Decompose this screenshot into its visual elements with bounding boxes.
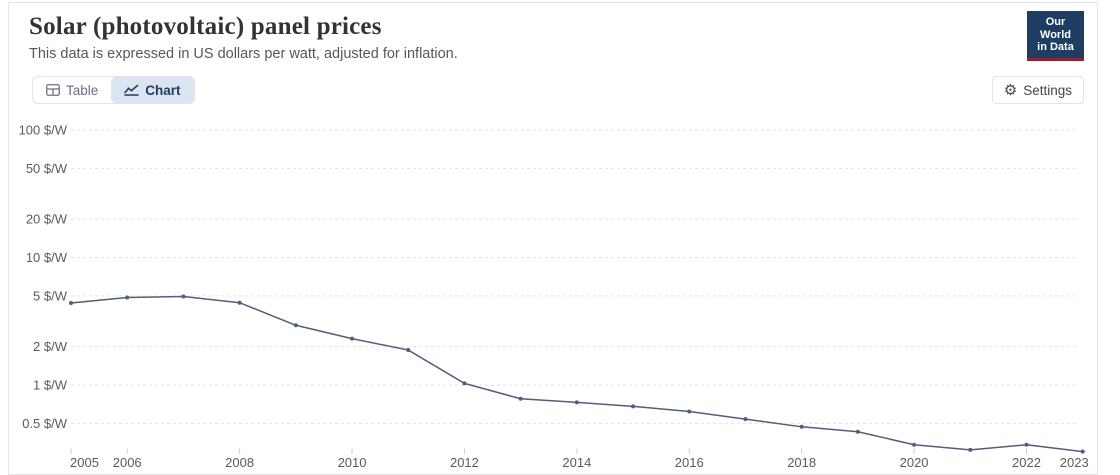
- x-axis-tick-label: 2016: [675, 455, 704, 470]
- data-point[interactable]: [350, 336, 355, 341]
- owid-logo-line2: in Data: [1037, 41, 1074, 53]
- price-line-series[interactable]: [70, 295, 1083, 453]
- grapher-frame: Solar (photovoltaic) panel prices This d…: [8, 2, 1098, 475]
- data-point[interactable]: [574, 400, 579, 405]
- tab-chart[interactable]: Chart: [111, 77, 194, 103]
- tab-table-label: Table: [66, 82, 99, 98]
- data-point[interactable]: [406, 348, 411, 353]
- owid-logo[interactable]: Our World in Data: [1027, 11, 1084, 61]
- x-axis-tick-label: 2022: [1012, 455, 1041, 470]
- tab-chart-label: Chart: [145, 82, 181, 98]
- data-point[interactable]: [518, 396, 523, 401]
- line-chart-icon: [124, 83, 140, 97]
- data-point[interactable]: [462, 381, 467, 386]
- y-axis-tick-label: 5 $/W: [33, 288, 68, 303]
- x-axis-tick-label: 2023: [1060, 455, 1089, 470]
- data-point[interactable]: [181, 294, 186, 299]
- x-axis-tick-label: 2020: [900, 455, 929, 470]
- settings-button[interactable]: ⚙ Settings: [991, 76, 1084, 104]
- y-axis-tick-label: 100 $/W: [19, 123, 68, 138]
- data-point[interactable]: [293, 323, 298, 328]
- data-point[interactable]: [237, 300, 242, 305]
- settings-button-label: Settings: [1023, 82, 1072, 98]
- data-point[interactable]: [855, 429, 860, 434]
- gear-icon: ⚙: [1003, 81, 1018, 99]
- x-axis-tick-label: 2010: [338, 455, 367, 470]
- x-axis-tick-label: 2012: [450, 455, 479, 470]
- data-point[interactable]: [631, 404, 636, 409]
- data-point[interactable]: [125, 295, 130, 300]
- chart-subtitle: This data is expressed in US dollars per…: [29, 46, 458, 62]
- owid-logo-line1: Our World: [1040, 16, 1071, 41]
- y-axis-tick-label: 20 $/W: [26, 212, 68, 227]
- x-axis-tick-label: 2006: [113, 455, 142, 470]
- y-axis-tick-label: 1 $/W: [33, 378, 68, 393]
- y-axis-tick-label: 10 $/W: [26, 250, 68, 265]
- x-axis-tick-label: 2005: [70, 455, 99, 470]
- tab-table[interactable]: Table: [33, 77, 111, 103]
- data-point[interactable]: [912, 442, 917, 447]
- data-point[interactable]: [687, 409, 692, 414]
- x-axis-tick-label: 2014: [562, 455, 591, 470]
- page-title: Solar (photovoltaic) panel prices: [29, 13, 382, 40]
- view-tabs: Table Chart: [32, 76, 195, 104]
- data-point[interactable]: [1080, 449, 1085, 454]
- data-point[interactable]: [69, 300, 73, 305]
- y-axis-tick-label: 50 $/W: [26, 161, 68, 176]
- y-axis-tick-label: 2 $/W: [33, 339, 68, 354]
- y-axis-tick-label: 0.5 $/W: [22, 416, 68, 431]
- table-icon: [46, 83, 60, 97]
- data-point[interactable]: [1024, 442, 1029, 447]
- x-axis-tick-label: 2008: [225, 455, 254, 470]
- data-point[interactable]: [799, 424, 804, 429]
- x-axis-tick-label: 2018: [787, 455, 816, 470]
- data-point[interactable]: [968, 447, 973, 452]
- data-point[interactable]: [743, 417, 748, 422]
